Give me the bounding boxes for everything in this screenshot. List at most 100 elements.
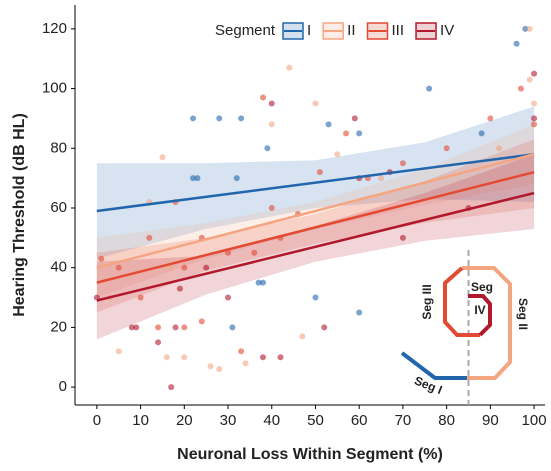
data-point: [203, 264, 210, 271]
data-point: [513, 40, 520, 47]
legend-label: I: [307, 22, 311, 39]
data-point: [172, 324, 179, 331]
data-point: [181, 324, 188, 331]
data-point: [216, 115, 223, 122]
y-tick-label: 0: [59, 378, 67, 395]
legend-item: II: [322, 22, 356, 40]
y-axis-label: Hearing Threshold (dB HL): [11, 113, 28, 317]
data-point: [351, 115, 358, 122]
data-point: [155, 339, 162, 346]
data-point: [478, 130, 485, 137]
data-point: [517, 85, 524, 92]
data-point: [225, 294, 232, 301]
fit-line: [96, 191, 535, 302]
inset-label: Seg III: [420, 284, 434, 319]
data-point: [146, 234, 153, 241]
data-point: [531, 100, 538, 107]
data-point: [98, 255, 105, 262]
data-point: [242, 360, 249, 367]
plot-area: 0 10 20 30 40 50 60 70 80 90 100 0 20 40 60 80 100 120: [42, 5, 547, 429]
data-point: [268, 100, 275, 107]
inset-label: Seg II: [516, 298, 530, 330]
inset-diagram: [400, 266, 512, 380]
data-point: [321, 324, 328, 331]
data-point: [531, 70, 538, 77]
data-point: [181, 264, 188, 271]
fit-line: [96, 170, 535, 284]
x-tick-label: 50: [307, 412, 324, 429]
data-point: [399, 234, 406, 241]
data-point: [181, 354, 188, 361]
data-point: [277, 354, 284, 361]
data-point: [159, 154, 166, 161]
fit-line: [96, 153, 535, 269]
y-tick-label: 40: [50, 259, 67, 276]
data-point: [207, 363, 214, 370]
x-axis-label: Neuronal Loss Within Segment (%): [177, 446, 443, 463]
x-tick-label: 10: [132, 412, 149, 429]
legend-item: III: [366, 22, 405, 40]
data-point: [260, 354, 266, 361]
x-tick-label: 0: [93, 412, 101, 429]
legend-label: II: [347, 22, 355, 39]
data-point: [316, 169, 323, 176]
data-point: [299, 333, 306, 340]
x-tick-label: 80: [438, 412, 455, 429]
data-point: [325, 121, 332, 128]
data-point: [198, 318, 205, 325]
data-point: [334, 151, 341, 158]
data-point: [128, 324, 135, 331]
segment-ii: [462, 266, 512, 380]
x-tick-label: 70: [395, 412, 412, 429]
data-point: [343, 130, 350, 137]
x-tick-label: 30: [220, 412, 237, 429]
data-point: [255, 279, 262, 286]
data-point: [531, 115, 538, 122]
data-point: [268, 121, 275, 128]
y-tick-label: 60: [50, 199, 67, 216]
data-point: [487, 115, 494, 122]
data-point: [378, 175, 385, 182]
data-point: [260, 279, 266, 286]
data-point: [190, 175, 197, 182]
legend-item: IV: [415, 22, 454, 40]
y-tick-label: 20: [50, 318, 67, 335]
inset-label: Seg: [471, 280, 493, 294]
x-tick-label: 90: [482, 412, 499, 429]
y-tick-label: 80: [50, 139, 67, 156]
data-point: [526, 25, 533, 32]
data-point: [312, 100, 319, 107]
data-point: [229, 324, 236, 331]
data-point: [426, 85, 433, 92]
data-point: [496, 145, 503, 152]
data-point: [133, 324, 140, 331]
data-point: [531, 121, 538, 128]
data-point: [264, 145, 271, 152]
data-point: [443, 145, 450, 152]
data-point: [115, 348, 122, 355]
segment-iii: [443, 266, 480, 337]
data-point: [286, 64, 293, 71]
data-point: [190, 115, 197, 122]
x-tick-label: 20: [176, 412, 193, 429]
data-point: [251, 249, 258, 256]
data-point: [268, 204, 275, 211]
legend-label: III: [392, 22, 405, 39]
x-tick-label: 60: [351, 412, 368, 429]
data-point: [522, 25, 529, 32]
data-point: [163, 354, 170, 361]
data-point: [260, 94, 266, 101]
fit-line: [96, 153, 535, 213]
data-point: [216, 366, 223, 373]
data-point: [399, 160, 406, 167]
segment-i: [400, 351, 467, 380]
legend-item: I: [282, 22, 311, 40]
legend-title: Segment: [215, 22, 276, 39]
data-point: [168, 384, 175, 391]
data-point: [115, 264, 122, 271]
data-point: [238, 348, 245, 355]
data-point: [225, 249, 232, 256]
x-tick-label: 100: [522, 412, 547, 429]
inset-label: IV: [474, 303, 485, 317]
